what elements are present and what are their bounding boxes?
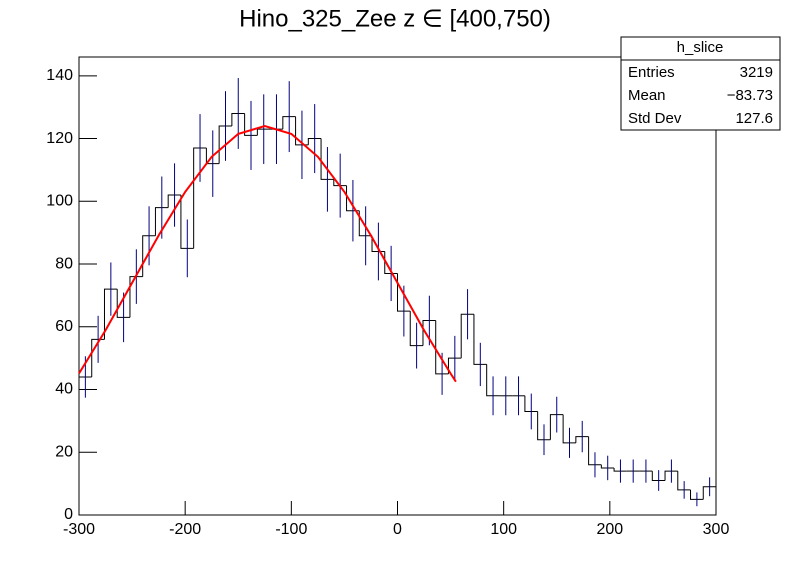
histogram-bin bbox=[460, 313, 474, 359]
histogram-bin bbox=[562, 414, 576, 444]
histogram-bin bbox=[78, 376, 92, 515]
histogram-bin bbox=[193, 147, 207, 249]
stats-label: Mean bbox=[628, 87, 666, 104]
histogram-bin bbox=[358, 210, 373, 237]
histogram-bin bbox=[307, 138, 322, 145]
histogram-bin bbox=[397, 273, 411, 312]
histogram-bin bbox=[231, 112, 245, 127]
histogram-bin bbox=[167, 194, 181, 208]
stats-box bbox=[620, 36, 781, 131]
histogram-bin bbox=[664, 470, 678, 481]
histogram-bin bbox=[613, 467, 627, 472]
x-tick-label: -100 bbox=[275, 521, 307, 538]
histogram-bin bbox=[702, 486, 716, 500]
histogram-bin bbox=[549, 414, 564, 440]
fit-curve bbox=[78, 124, 457, 383]
stats-value: 3219 bbox=[740, 64, 773, 81]
histogram-bin bbox=[473, 314, 487, 365]
histogram-bin bbox=[575, 436, 589, 443]
histogram-bin bbox=[600, 464, 615, 469]
histogram-bin bbox=[282, 116, 296, 130]
histogram-bin bbox=[103, 288, 118, 340]
histogram-bin bbox=[486, 364, 500, 397]
x-tick-label: 300 bbox=[703, 521, 730, 538]
y-tick-label: 120 bbox=[46, 130, 73, 147]
stats-value: 127.6 bbox=[735, 110, 773, 127]
x-tick-label: 0 bbox=[393, 521, 402, 538]
histogram-bin bbox=[244, 113, 258, 136]
x-tick-label: 200 bbox=[596, 521, 623, 538]
histogram-bin bbox=[651, 471, 666, 481]
stats-value: −83.73 bbox=[727, 87, 773, 104]
histogram-bin bbox=[116, 289, 130, 318]
y-tick-label: 40 bbox=[55, 381, 73, 398]
histogram-bin bbox=[320, 138, 334, 180]
y-tick-label: 80 bbox=[55, 255, 73, 272]
y-tick-label: 60 bbox=[55, 318, 73, 335]
x-tick-label: -200 bbox=[169, 521, 201, 538]
histogram-bin bbox=[524, 395, 538, 412]
histogram-bin bbox=[537, 411, 551, 441]
histogram-bin bbox=[422, 320, 436, 346]
histogram-bin bbox=[180, 195, 194, 249]
y-tick-label: 20 bbox=[55, 443, 73, 460]
y-tick-label: 100 bbox=[46, 193, 73, 210]
histogram-bin bbox=[677, 471, 691, 491]
histogram-bin bbox=[333, 179, 347, 187]
stats-label: Std Dev bbox=[628, 110, 682, 127]
stats-label: Entries bbox=[628, 64, 675, 81]
histogram-bin bbox=[690, 489, 704, 500]
histogram-bin bbox=[129, 276, 143, 318]
y-tick-label: 140 bbox=[46, 67, 73, 84]
histogram-bin bbox=[154, 207, 169, 236]
stats-title: h_slice bbox=[677, 39, 724, 56]
histogram-bin bbox=[588, 436, 602, 466]
histogram-bin bbox=[435, 320, 449, 375]
y-tick-label: 0 bbox=[64, 506, 73, 523]
chart-title: Hino_325_Zee z ∈ [400,750) bbox=[239, 5, 551, 32]
histogram-bin bbox=[409, 311, 423, 347]
x-tick-label: 100 bbox=[490, 521, 517, 538]
x-tick-label: -300 bbox=[63, 521, 95, 538]
